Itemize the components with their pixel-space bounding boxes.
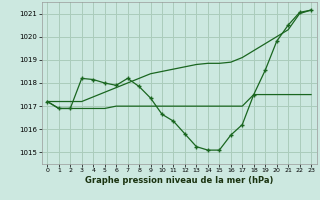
X-axis label: Graphe pression niveau de la mer (hPa): Graphe pression niveau de la mer (hPa) (85, 176, 273, 185)
